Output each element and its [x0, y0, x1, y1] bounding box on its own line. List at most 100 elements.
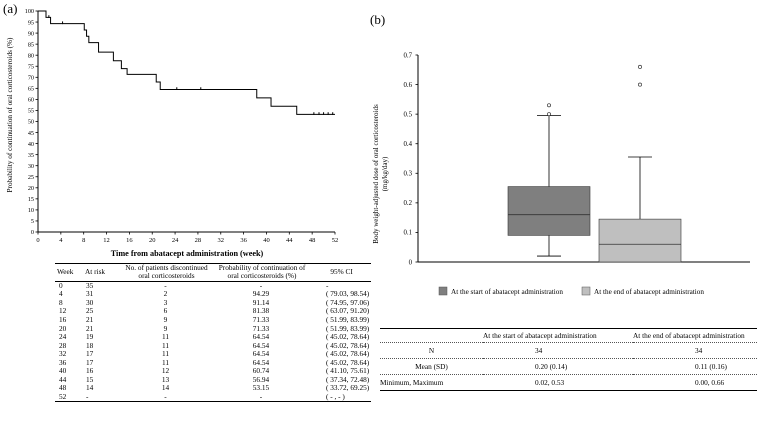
km-table-cell: -: [326, 280, 329, 290]
km-table-cell: 24: [59, 332, 67, 342]
km-x-tick-label: 36: [240, 237, 247, 244]
km-table-cell: 9: [163, 323, 168, 333]
km-x-tick-label: 4: [59, 237, 63, 244]
km-x-tick-label: 32: [218, 237, 225, 244]
km-table-cell: 64.54: [252, 332, 270, 342]
km-table-cell: 15: [86, 374, 94, 384]
km-y-tick-label: 10: [28, 207, 34, 214]
km-x-tick-label: 8: [82, 237, 85, 244]
km-table-cell: 20: [59, 323, 67, 333]
km-table-row: 36 17 11 64.54 ( 45.02, 78.64): [55, 357, 371, 368]
km-table-cell: 71.33: [252, 323, 270, 333]
km-table-cell: 0: [59, 280, 63, 290]
km-table-cell: -: [83, 392, 121, 403]
km-table-row: 32 17 11 64.54 ( 45.02, 78.64): [55, 350, 371, 359]
summary-table-cell: 0.20 (0.14): [483, 358, 633, 375]
box-y-axis-label-line1: Body weight-adjusted dose of oral cortic…: [372, 104, 380, 244]
km-x-tick-label: 24: [172, 237, 179, 244]
km-y-tick-label: 5: [31, 218, 34, 225]
km-x-tick-label: 0: [36, 237, 39, 244]
km-table-cell: 94.29: [252, 289, 270, 299]
km-y-tick-label: 50: [28, 119, 34, 126]
km-table-cell: ( 45.02, 78.64): [326, 332, 370, 342]
km-table-cell: 21: [86, 315, 94, 324]
km-table-cell: 30: [86, 297, 94, 307]
km-table-cell: 64.54: [252, 349, 270, 359]
km-table-row: 24 19 11 64.54 ( 45.02, 78.64): [55, 333, 371, 342]
km-table-cell: 25: [86, 306, 94, 316]
km-table-cell: 18: [86, 340, 94, 350]
km-y-tick-label: 90: [28, 30, 34, 37]
km-x-tick-label: 16: [126, 237, 133, 244]
legend-label: At the end of abatacept administration: [594, 288, 704, 296]
km-y-tick-label: 25: [28, 174, 34, 181]
km-table-cell: 21: [86, 323, 94, 333]
km-table-row: 12 25 6 81.38 ( 63.07, 91.20): [55, 307, 371, 316]
km-survival-curve: [38, 10, 335, 115]
box-y-tick-label: 0.4: [404, 141, 413, 148]
box-y-tick-label: 0.3: [404, 171, 413, 178]
km-y-tick-label: 20: [28, 185, 34, 192]
summary-table-cell: Mean (SD): [380, 358, 483, 375]
km-table-row: 20 21 9 71.33 ( 51.99, 83.99): [55, 323, 371, 334]
summary-table-row: N 34 34: [380, 342, 757, 359]
km-table-cell: 91.14: [252, 297, 270, 307]
km-table-cell: ( 45.02, 78.64): [326, 357, 370, 367]
km-y-tick-label: 45: [28, 130, 34, 137]
km-table-cell: 17: [86, 357, 94, 367]
km-y-tick-label: 75: [28, 63, 34, 70]
km-y-axis-label: Probability of continuation of oral cort…: [6, 37, 14, 192]
km-table-header-discontinued: No. of patients discontinued oral cortic…: [121, 263, 212, 282]
km-table-cell: ( 51.99, 83.99): [326, 315, 370, 324]
km-table-cell: 11: [161, 349, 170, 359]
km-table-cell: ( 74.95, 97.06): [326, 297, 370, 307]
km-table-row: 8 30 3 91.14 ( 74.95, 97.06): [55, 297, 371, 308]
km-table-cell: ( 37.34, 72.48): [326, 374, 370, 384]
km-table-cell: 31: [86, 289, 94, 299]
km-y-tick-label: 0: [31, 229, 34, 236]
km-x-tick-label: 44: [286, 237, 293, 244]
km-table-cell: ( 41.10, 75.61): [326, 366, 370, 376]
km-table-cell: 13: [161, 374, 170, 384]
km-x-tick-label: 52: [332, 237, 339, 244]
legend-swatch: [438, 286, 448, 296]
box-iqr: [507, 186, 591, 236]
km-table-row: 28 18 11 64.54 ( 45.02, 78.64): [55, 340, 371, 351]
km-y-tick-label: 55: [28, 108, 34, 115]
km-table-cell: 40: [59, 366, 67, 376]
km-table-cell: 56.94: [252, 374, 270, 384]
km-table-cell: ( 45.02, 78.64): [326, 349, 370, 359]
km-x-tick-label: 40: [263, 237, 270, 244]
km-table-cell: -: [121, 392, 212, 403]
km-x-tick-label: 48: [309, 237, 316, 244]
summary-table-cell: 0.11 (0.16): [633, 358, 757, 375]
summary-table: At the start of abatacept administration…: [380, 328, 757, 391]
km-table-cell: 8: [59, 297, 63, 307]
km-table-cell: 35: [86, 280, 94, 290]
km-x-tick-label: 20: [149, 237, 156, 244]
box-outlier: [638, 64, 642, 69]
km-y-tick-label: 60: [28, 97, 34, 104]
km-table-cell: 4: [59, 289, 63, 299]
box-outlier: [547, 103, 551, 108]
km-table-cell: 12: [59, 306, 67, 316]
km-table-cell: 3: [163, 297, 168, 307]
box-y-tick-label: 0: [409, 259, 413, 266]
km-table-header-at-risk: At risk: [83, 263, 121, 282]
summary-header-start: At the start of abatacept administration: [483, 328, 633, 343]
km-table-cell: 6: [163, 306, 168, 316]
km-table-header-probability: Probability of continuation of oral cort…: [212, 263, 312, 282]
km-table-cell: ( - , - ): [312, 392, 372, 403]
km-table-cell: 2: [163, 289, 168, 299]
km-table-row: 0 35 - - -: [55, 281, 371, 290]
panel-a-label: (a): [3, 1, 18, 16]
km-y-tick-label: 65: [28, 86, 34, 93]
km-table-cell: 17: [86, 349, 94, 359]
km-table-cell: -: [259, 280, 263, 290]
km-table-cell: 12: [161, 366, 170, 376]
km-y-tick-label: 40: [28, 141, 34, 148]
km-table-row: 40 16 12 60.74 ( 41.10, 75.61): [55, 367, 371, 376]
km-table-cell: 14: [161, 383, 170, 393]
km-table-cell: 16: [86, 366, 94, 376]
box-iqr: [598, 218, 682, 263]
